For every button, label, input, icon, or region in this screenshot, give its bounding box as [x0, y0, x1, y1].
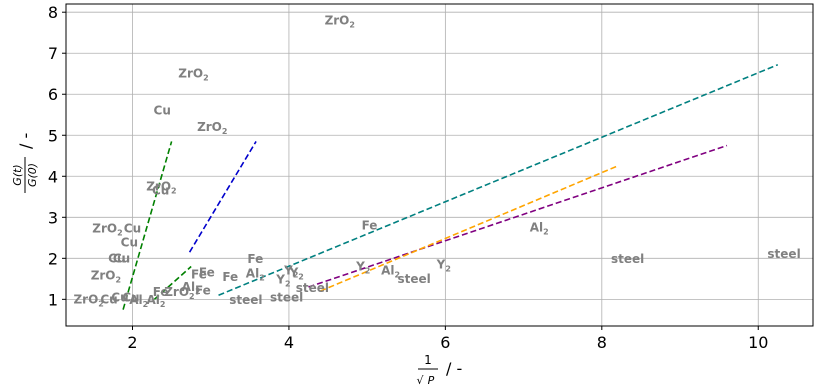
x-axis-label-numerator: 1 [424, 353, 432, 367]
annotation-label: steel [397, 272, 430, 286]
y-tick-label: 6 [48, 85, 58, 104]
annotation-label: ZrO2 [146, 180, 176, 196]
series-line-2 [188, 141, 257, 253]
x-axis-label-root: √ [416, 374, 424, 387]
y-tick-label: 7 [48, 44, 58, 63]
annotation-label: ZrO2 [325, 13, 355, 29]
annotation-label: Al2 [146, 293, 165, 309]
x-tick-label: 2 [127, 333, 137, 352]
series-line-3 [218, 63, 779, 296]
annotation-label: steel [767, 247, 800, 261]
annotation-label: Fe [247, 252, 263, 266]
x-tick-label: 8 [597, 333, 607, 352]
annotation-label: Fe [199, 266, 215, 280]
annotation-label: Cu [124, 221, 141, 235]
y-tick-label: 1 [48, 290, 58, 309]
annotation-label: Fe [362, 219, 378, 233]
series-line-4 [308, 144, 728, 288]
annotation-label: ZrO2 [73, 292, 103, 308]
annotation-label: steel [611, 252, 644, 266]
annotation-label: ZrO2 [164, 285, 194, 301]
annotation-label: Fe [195, 283, 211, 297]
annotation-label: Cu [154, 104, 171, 118]
annotation-label: Y2 [289, 266, 304, 282]
annotation-label: steel [296, 281, 329, 295]
x-tick-label: 4 [284, 333, 294, 352]
annotation-label: ZrO2 [91, 269, 121, 285]
x-tick-label: 6 [440, 333, 450, 352]
x-axis-label-unit: / - [446, 359, 462, 378]
y-axis-label-denominator: G(0) [26, 163, 39, 187]
plot-frame [65, 3, 814, 327]
annotation-label: Y2 [283, 264, 298, 280]
y-axis-label: G(t) G(0) / - [11, 133, 39, 193]
annotation-label: Cu [111, 291, 128, 305]
annotation-label: Al2 [381, 264, 400, 280]
annotation-label: Y2 [436, 257, 451, 273]
annotation-label: Cu [121, 236, 138, 250]
annotation-label: Al2 [530, 221, 549, 237]
y-tick-label: 3 [48, 208, 58, 227]
y-tick-label: 5 [48, 126, 58, 145]
series-line-1 [122, 141, 173, 310]
annotation-label: Cu [113, 251, 130, 265]
y-axis-label-unit: / - [16, 133, 35, 149]
annotation-label: steel [270, 290, 303, 304]
annotation-label: ZrO2 [178, 67, 208, 83]
annotation-label: Cu [100, 292, 117, 306]
x-axis-label-variable: P [428, 374, 435, 387]
annotation-label: Fe [222, 270, 238, 284]
y-tick-label: 8 [48, 3, 58, 22]
annotation-label: Y2 [355, 260, 370, 276]
y-tick-label: 2 [48, 249, 58, 268]
annotation-label: Fe [191, 268, 207, 282]
annotation-label: Cu [108, 251, 125, 265]
grid [66, 4, 813, 326]
x-axis-label: 1 √ P / - [416, 353, 462, 387]
annotation-label: Cu [122, 291, 139, 305]
annotation-label: Cu [152, 184, 169, 198]
annotation-label: ZrO2 [197, 120, 227, 136]
series-lines [122, 63, 779, 310]
annotation-label: Al2 [246, 266, 265, 282]
series-line-6 [153, 265, 192, 300]
y-axis-label-numerator: G(t) [11, 164, 24, 185]
x-tick-label: 10 [748, 333, 768, 352]
annotation-label: ZrO2 [92, 221, 122, 237]
annotation-label: Fe [153, 285, 169, 299]
annotation-label: steel [229, 293, 262, 307]
annotation-label: Y2 [275, 273, 290, 289]
annotation-label: Al2 [129, 293, 148, 309]
annotation-label: Al2 [182, 280, 201, 296]
y-tick-label: 4 [48, 167, 58, 186]
